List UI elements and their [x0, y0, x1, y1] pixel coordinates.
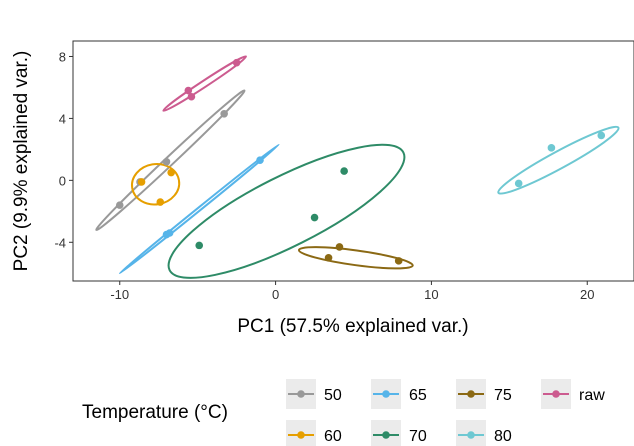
point-80 — [547, 144, 556, 152]
legend-item-75: 75 — [456, 379, 512, 409]
legend-label: 65 — [409, 387, 427, 404]
point-50 — [162, 157, 171, 166]
axes: -10 0 10 20 -4 0 4 8 — [54, 49, 594, 302]
point-70 — [310, 213, 319, 222]
data-points — [115, 58, 606, 265]
legend-item-65: 65 — [371, 379, 427, 409]
point-65 — [162, 230, 171, 239]
point-50 — [220, 109, 228, 118]
x-tick-label: 10 — [424, 287, 438, 302]
legend-item-60: 60 — [286, 420, 342, 446]
point-80 — [514, 179, 523, 188]
point-75 — [394, 257, 403, 265]
ellipse-65 — [118, 143, 280, 275]
legend-key-point — [382, 390, 390, 398]
legend-key-point — [467, 390, 475, 398]
point-80 — [597, 131, 606, 140]
legend-key-point — [297, 431, 305, 439]
point-75 — [335, 243, 344, 251]
x-axis-title: PC1 (57.5% explained var.) — [237, 316, 468, 337]
legend-label: 60 — [324, 428, 342, 445]
legend-item-80: 80 — [456, 420, 512, 446]
point-raw — [187, 92, 196, 101]
y-tick-label: -4 — [54, 235, 66, 250]
point-60 — [156, 198, 165, 206]
legend-label: 75 — [494, 387, 512, 404]
legend-key-point — [297, 390, 305, 398]
y-tick-label: 8 — [59, 49, 66, 64]
legend-label: 80 — [494, 428, 512, 445]
legend-label: raw — [579, 387, 605, 404]
ellipse-75 — [297, 246, 414, 270]
legend-label: 50 — [324, 387, 342, 404]
legend: Temperature (°C) 50 60 65 70 75 80 raw — [82, 379, 605, 446]
legend-item-70: 70 — [371, 420, 427, 446]
legend-key-point — [552, 390, 560, 398]
legend-item-raw: raw — [541, 379, 605, 409]
point-75 — [324, 253, 333, 262]
x-tick-label: -10 — [110, 287, 129, 302]
point-70 — [340, 167, 348, 175]
point-raw — [232, 58, 241, 67]
y-tick-label: 4 — [59, 111, 66, 126]
point-60 — [137, 178, 146, 186]
point-raw — [184, 86, 193, 95]
legend-label: 70 — [409, 428, 427, 445]
ellipse-50 — [95, 89, 246, 231]
point-60 — [167, 168, 175, 177]
point-70 — [195, 241, 204, 250]
point-50 — [115, 201, 124, 209]
legend-title: Temperature (°C) — [82, 402, 228, 423]
ellipse-raw — [162, 55, 248, 112]
confidence-ellipses — [95, 55, 620, 279]
y-tick-label: 0 — [59, 173, 66, 188]
ellipse-80 — [497, 125, 620, 195]
legend-item-50: 50 — [286, 379, 342, 409]
point-65 — [256, 156, 264, 165]
legend-key-point — [382, 431, 390, 439]
x-tick-label: 20 — [580, 287, 594, 302]
ellipse-70 — [167, 143, 406, 279]
y-axis-title: PC2 (9.9% explained var.) — [11, 51, 32, 272]
legend-key-point — [467, 431, 475, 439]
x-tick-label: 0 — [272, 287, 279, 302]
